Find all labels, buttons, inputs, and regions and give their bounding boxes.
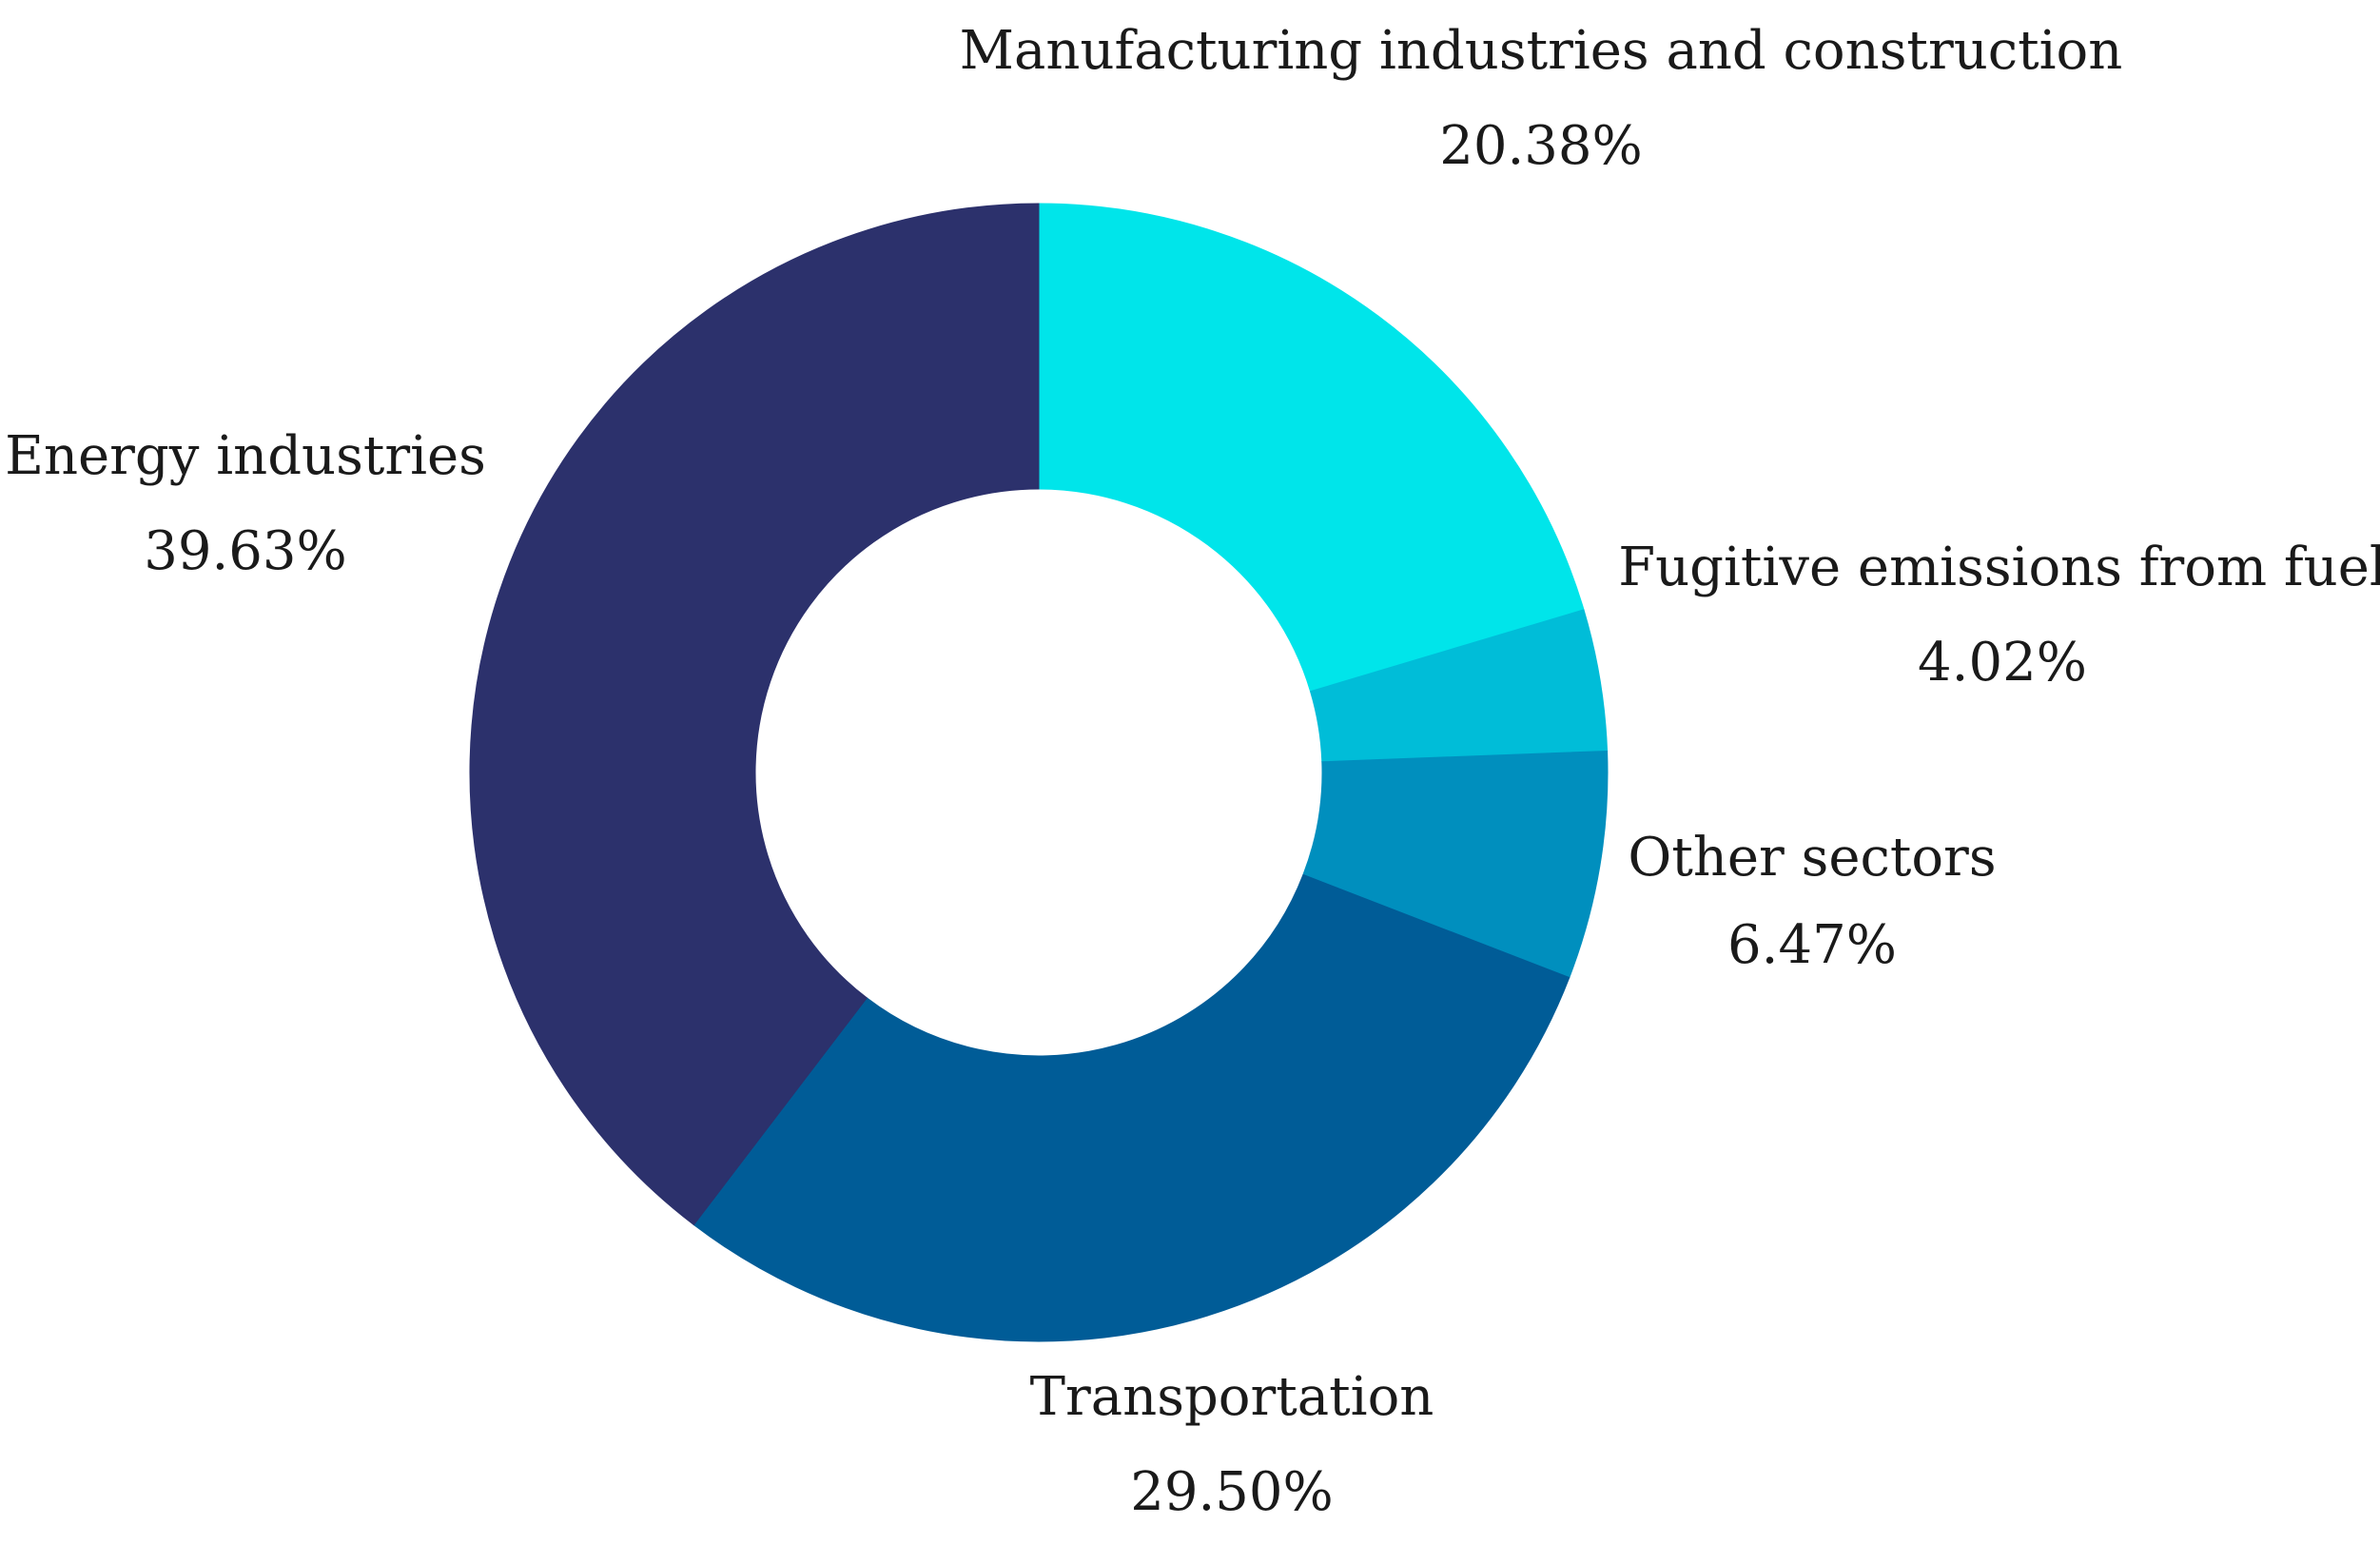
slice-label-fugitive: Fugitive emissions from fuel — [1618, 537, 2380, 598]
slice-label-manufacturing: Manufacturing industries and constructio… — [960, 20, 2123, 82]
slice-label-energy: Energy industries — [5, 425, 486, 487]
slice-label-other-sectors: Other sectors — [1628, 827, 1996, 889]
slice-value-energy: 39.63% — [144, 520, 347, 582]
donut-slices — [469, 203, 1609, 1342]
slice-label-transportation: Transportation — [1030, 1366, 1434, 1428]
slice-value-transportation: 29.50% — [1130, 1461, 1334, 1523]
label-manufacturing: Manufacturing industries and constructio… — [960, 20, 2123, 177]
donut-slice-manufacturing-industries-and-construction — [1038, 203, 1585, 693]
label-fugitive: Fugitive emissions from fuel 4.02% — [1618, 537, 2380, 694]
label-energy: Energy industries 39.63% — [5, 425, 486, 582]
donut-slice-energy-industries — [469, 203, 1040, 1226]
label-other-sectors: Other sectors 6.47% — [1628, 827, 1996, 976]
label-transportation: Transportation 29.50% — [1030, 1366, 1434, 1523]
donut-slice-transportation — [693, 873, 1570, 1342]
slice-value-other-sectors: 6.47% — [1727, 914, 1897, 976]
slice-value-fugitive: 4.02% — [1918, 632, 2087, 694]
slice-value-manufacturing: 20.38% — [1439, 115, 1643, 177]
